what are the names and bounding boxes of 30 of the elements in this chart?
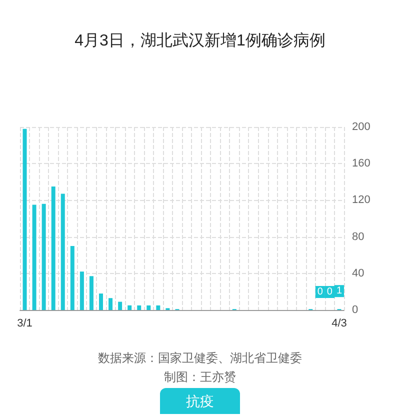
bar bbox=[32, 204, 36, 310]
bar bbox=[137, 305, 142, 310]
data-label: 0 bbox=[317, 286, 324, 298]
bar bbox=[128, 305, 132, 310]
y-tick-label: 200 bbox=[352, 121, 370, 133]
source-note: 数据来源：国家卫健委、湖北省卫健委 bbox=[98, 351, 302, 365]
text: 抗疫 bbox=[186, 394, 214, 410]
bar bbox=[60, 194, 65, 310]
bar bbox=[22, 128, 27, 310]
bar bbox=[89, 276, 94, 310]
y-tick-label: 80 bbox=[352, 230, 364, 243]
bar bbox=[118, 302, 122, 310]
x-tick-label: 4/3 bbox=[332, 318, 347, 330]
bar bbox=[80, 272, 84, 310]
x-tick-label: 3/1 bbox=[17, 318, 32, 330]
bar bbox=[42, 204, 46, 310]
data-label: 0 bbox=[326, 286, 333, 298]
y-tick-label: 0 bbox=[352, 304, 358, 316]
bar bbox=[70, 246, 74, 310]
data-label: 1 bbox=[336, 286, 342, 297]
y-tick-label: 160 bbox=[352, 158, 370, 170]
bar bbox=[146, 305, 151, 310]
bar bbox=[51, 186, 56, 310]
bar bbox=[99, 294, 103, 310]
bar bbox=[156, 305, 160, 310]
y-tick-label: 120 bbox=[352, 194, 370, 206]
text: 制图：王亦赟 bbox=[164, 370, 236, 384]
y-tick-label: 40 bbox=[352, 267, 364, 280]
chart-title: 4月3日，湖北武汉新增1例确诊病例 bbox=[74, 32, 326, 50]
bar bbox=[108, 298, 113, 310]
